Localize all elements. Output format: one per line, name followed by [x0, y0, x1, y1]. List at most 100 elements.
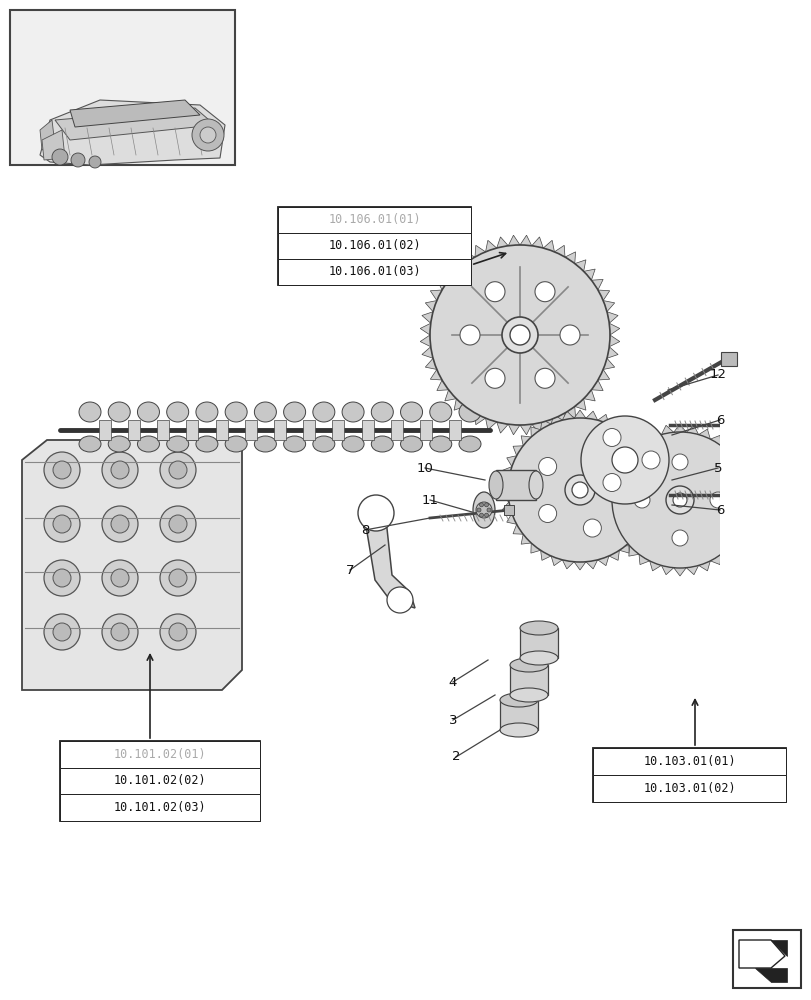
Bar [277, 233, 470, 259]
Polygon shape [425, 301, 436, 312]
Polygon shape [770, 940, 786, 956]
Bar [732, 930, 800, 988]
Polygon shape [720, 444, 730, 454]
Polygon shape [650, 490, 659, 502]
Circle shape [534, 368, 554, 388]
Polygon shape [603, 488, 612, 500]
Ellipse shape [400, 402, 422, 422]
Circle shape [509, 325, 530, 345]
Ellipse shape [519, 621, 557, 635]
Polygon shape [543, 418, 554, 430]
Polygon shape [502, 467, 511, 478]
Bar [277, 259, 470, 285]
Polygon shape [40, 100, 225, 165]
Polygon shape [673, 568, 685, 576]
Polygon shape [496, 422, 508, 433]
Bar [448, 420, 461, 440]
Circle shape [160, 560, 195, 596]
Circle shape [53, 569, 71, 587]
Ellipse shape [473, 492, 495, 528]
Circle shape [633, 492, 649, 508]
Polygon shape [42, 130, 65, 160]
Polygon shape [597, 290, 609, 301]
Text: 12: 12 [709, 368, 726, 381]
Polygon shape [710, 554, 720, 565]
Ellipse shape [283, 436, 305, 452]
Circle shape [102, 614, 138, 650]
Ellipse shape [254, 436, 276, 452]
Text: 4: 4 [448, 676, 457, 688]
Circle shape [169, 623, 187, 641]
Bar [719, 490, 731, 500]
Polygon shape [661, 565, 673, 575]
Polygon shape [22, 440, 242, 690]
Polygon shape [583, 390, 594, 401]
Polygon shape [590, 380, 603, 391]
Bar [277, 207, 470, 285]
Polygon shape [608, 335, 619, 347]
Circle shape [479, 503, 483, 507]
Polygon shape [508, 424, 519, 435]
Bar [592, 748, 785, 775]
Polygon shape [583, 269, 594, 280]
Polygon shape [603, 358, 614, 369]
Ellipse shape [528, 471, 543, 499]
Circle shape [200, 127, 216, 143]
Circle shape [53, 515, 71, 533]
Polygon shape [597, 556, 608, 566]
Bar [504, 505, 513, 515]
Circle shape [611, 447, 637, 473]
Circle shape [508, 418, 651, 562]
Polygon shape [619, 454, 629, 464]
Bar [60, 741, 260, 768]
Bar [273, 420, 285, 440]
Polygon shape [453, 399, 465, 410]
Ellipse shape [509, 688, 547, 702]
Ellipse shape [108, 436, 130, 452]
Polygon shape [564, 406, 575, 418]
Ellipse shape [283, 402, 305, 422]
Polygon shape [444, 390, 456, 401]
Polygon shape [590, 279, 603, 290]
Bar [60, 794, 260, 821]
Text: 10.101.02(02): 10.101.02(02) [114, 774, 206, 787]
Polygon shape [543, 240, 554, 252]
Circle shape [484, 282, 504, 302]
Circle shape [582, 519, 601, 537]
Circle shape [111, 515, 129, 533]
Polygon shape [513, 524, 522, 534]
Circle shape [358, 495, 393, 531]
Polygon shape [608, 420, 619, 430]
Polygon shape [608, 550, 619, 560]
Polygon shape [464, 406, 474, 418]
Polygon shape [551, 414, 562, 424]
Circle shape [582, 443, 601, 461]
Circle shape [44, 506, 80, 542]
Text: 10.106.01(01): 10.106.01(01) [328, 214, 420, 227]
Polygon shape [638, 435, 649, 446]
Polygon shape [647, 467, 657, 478]
Text: 10: 10 [416, 462, 433, 475]
Bar [244, 420, 256, 440]
Circle shape [475, 502, 491, 518]
Polygon shape [737, 464, 747, 475]
Bar [592, 775, 785, 802]
Text: 11: 11 [421, 493, 438, 506]
Polygon shape [531, 422, 543, 433]
Polygon shape [628, 534, 638, 544]
Ellipse shape [341, 436, 363, 452]
Polygon shape [650, 478, 659, 490]
Polygon shape [597, 369, 609, 380]
Ellipse shape [458, 402, 480, 422]
Text: 10.103.01(02): 10.103.01(02) [642, 782, 735, 795]
Polygon shape [564, 252, 575, 264]
Ellipse shape [341, 402, 363, 422]
Circle shape [102, 560, 138, 596]
Polygon shape [619, 427, 629, 437]
Polygon shape [636, 524, 646, 534]
Circle shape [534, 282, 554, 302]
Ellipse shape [137, 436, 159, 452]
Polygon shape [746, 500, 755, 512]
Circle shape [160, 614, 195, 650]
Text: 10.101.02(01): 10.101.02(01) [114, 748, 206, 761]
